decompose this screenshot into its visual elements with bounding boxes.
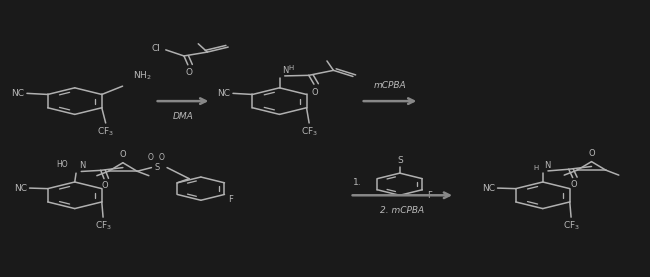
Text: NH$_2$: NH$_2$ <box>133 70 151 82</box>
Text: DMA: DMA <box>173 112 194 121</box>
Text: H: H <box>289 65 294 71</box>
Text: H: H <box>534 165 539 171</box>
Text: F: F <box>228 195 233 204</box>
Text: O: O <box>571 180 577 189</box>
Text: 1.: 1. <box>353 178 361 187</box>
Text: NC: NC <box>482 184 495 193</box>
Text: CF$_3$: CF$_3$ <box>562 220 580 232</box>
Text: CF$_3$: CF$_3$ <box>97 126 114 138</box>
Text: O: O <box>102 181 109 190</box>
Text: S: S <box>154 163 159 172</box>
Text: CF$_3$: CF$_3$ <box>94 220 112 232</box>
Text: O: O <box>588 149 595 158</box>
Text: NC: NC <box>11 89 24 98</box>
Text: 2. mCPBA: 2. mCPBA <box>380 206 424 214</box>
Text: O: O <box>147 153 153 162</box>
Text: O: O <box>159 153 165 162</box>
Text: mCPBA: mCPBA <box>374 81 406 90</box>
Text: N: N <box>79 161 85 170</box>
Text: NC: NC <box>217 89 230 98</box>
Text: Cl: Cl <box>151 44 161 53</box>
Text: F: F <box>428 191 432 200</box>
Text: NC: NC <box>14 184 27 193</box>
Text: O: O <box>186 68 192 77</box>
Text: N: N <box>282 66 289 75</box>
Text: N: N <box>544 161 551 170</box>
Text: O: O <box>120 150 126 159</box>
Text: O: O <box>312 88 318 96</box>
Text: CF$_3$: CF$_3$ <box>300 126 318 138</box>
Text: HO: HO <box>57 160 68 169</box>
Text: S: S <box>397 156 402 165</box>
